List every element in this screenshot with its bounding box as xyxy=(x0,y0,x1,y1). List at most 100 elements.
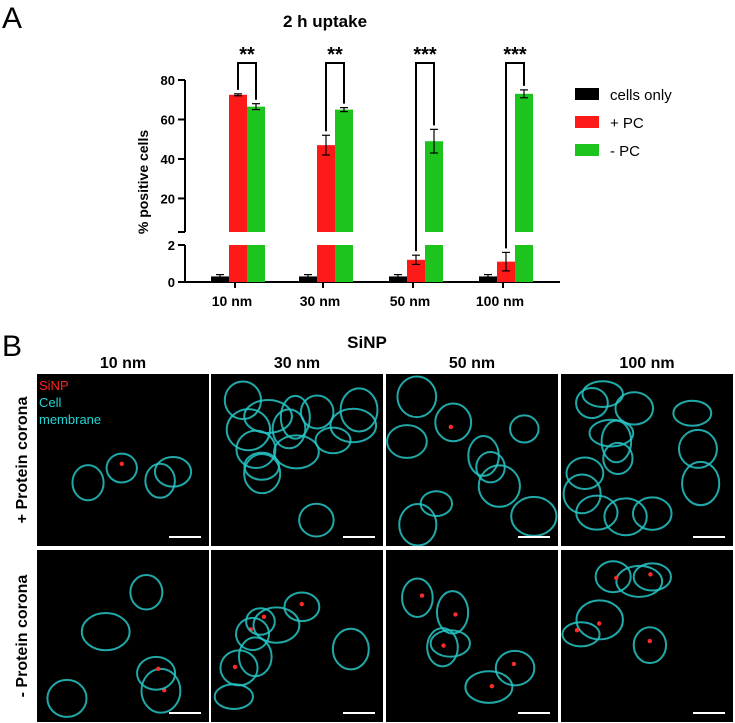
bar-PC-1-lower xyxy=(317,245,335,282)
cell-membrane xyxy=(396,375,438,419)
bar-cellsonly-0 xyxy=(211,276,229,282)
micrograph-minus-pc-2 xyxy=(386,550,558,722)
y-upper-tick-label: 40 xyxy=(161,152,175,167)
bar-PC-3-upper xyxy=(515,93,533,233)
cell-membrane xyxy=(581,380,624,408)
cell-membrane xyxy=(235,616,271,652)
cell-membrane xyxy=(594,560,632,594)
legend-swatch xyxy=(575,116,599,128)
micrograph-background xyxy=(386,550,558,722)
cell-membrane xyxy=(243,453,282,495)
cell-membrane xyxy=(429,629,471,658)
cell-membrane xyxy=(510,495,558,537)
cell-membrane xyxy=(603,497,648,537)
cell-membrane xyxy=(271,408,307,450)
bar-PC-3-lower xyxy=(515,245,533,282)
legend-swatch xyxy=(575,88,599,100)
bar-PC-0-lower xyxy=(247,245,265,282)
micrograph-title: SiNP xyxy=(347,333,387,352)
cell-membrane xyxy=(339,387,379,433)
cell-membrane xyxy=(298,502,335,538)
nanoparticle-signal xyxy=(441,643,446,648)
nanoparticle-signal xyxy=(511,661,517,667)
x-tick-label: 100 nm xyxy=(476,293,524,309)
bar-PC-2-upper xyxy=(425,141,443,232)
nanoparticle-signal xyxy=(614,575,619,581)
cell-membrane xyxy=(273,434,320,470)
nanoparticle-signal xyxy=(299,601,304,607)
cell-membrane xyxy=(475,450,506,484)
row-label: - Protein corona xyxy=(14,575,31,698)
y-upper-tick-label: 80 xyxy=(161,73,175,88)
micrograph-background xyxy=(561,550,733,722)
legend-label: cells only xyxy=(610,87,672,104)
y-axis-label: % positive cells xyxy=(135,130,151,234)
cell-membrane xyxy=(467,434,500,477)
cell-membrane xyxy=(588,418,635,448)
cell-membrane xyxy=(71,464,105,502)
legend-label: - PC xyxy=(610,143,640,160)
nanoparticle-signal xyxy=(489,683,495,689)
nanoparticle-signal xyxy=(419,593,425,598)
cell-membrane xyxy=(279,394,311,440)
cell-membrane xyxy=(140,667,182,714)
significance-bracket xyxy=(237,62,257,100)
x-tick-label: 10 nm xyxy=(212,293,252,309)
cell-membrane xyxy=(615,564,664,598)
cell-membrane xyxy=(464,670,514,704)
bar-cellsonly-3 xyxy=(479,276,497,282)
bar-PC-1-lower xyxy=(335,245,353,282)
cell-membrane xyxy=(223,380,263,421)
bar-PC-1-upper xyxy=(335,109,353,232)
channel-label: SiNP xyxy=(39,378,69,393)
micrograph-plus-pc-2 xyxy=(386,374,558,546)
cell-membrane xyxy=(434,402,473,443)
bar-PC-0-upper xyxy=(247,106,265,232)
cell-membrane xyxy=(252,606,301,644)
cell-membrane xyxy=(602,441,634,476)
cell-membrane xyxy=(419,490,454,518)
cell-membrane xyxy=(575,494,619,531)
column-label: 30 nm xyxy=(274,355,320,372)
micrograph-plus-pc-1 xyxy=(211,374,383,546)
micrograph-background xyxy=(211,550,383,722)
micrograph-panel: SiNP 10 nm 30 nm 50 nm 100 nm + Protein coro… xyxy=(14,333,733,722)
cell-membrane xyxy=(243,399,293,434)
x-tick-label: 50 nm xyxy=(390,293,430,309)
cell-membrane xyxy=(509,414,540,444)
y-lower-tick-label: 0 xyxy=(168,275,175,290)
panel-label-b: B xyxy=(2,330,22,363)
cell-membrane xyxy=(681,460,721,507)
micrograph-background xyxy=(37,374,209,546)
bar-PC-2 xyxy=(407,259,425,282)
column-label: 10 nm xyxy=(100,355,146,372)
nanoparticle-signal xyxy=(261,614,267,619)
cell-membrane xyxy=(677,428,718,469)
bar-PC-1-upper xyxy=(317,145,335,232)
significance-bracket xyxy=(325,62,345,132)
cell-membrane xyxy=(314,426,352,455)
y-upper-tick-label: 60 xyxy=(161,112,175,127)
legend-label: + PC xyxy=(610,115,644,132)
cell-membrane xyxy=(245,607,276,636)
bar-cellsonly-1 xyxy=(299,276,317,282)
cell-membrane xyxy=(398,503,438,546)
nanoparticle-signal xyxy=(648,572,653,577)
significance-label: ** xyxy=(327,44,343,66)
y-lower-tick-label: 2 xyxy=(168,238,175,253)
nanoparticle-signal xyxy=(574,627,580,633)
bar-PC-0-upper xyxy=(229,94,247,232)
micrograph-plus-pc-0 xyxy=(37,374,209,546)
bar-PC-3 xyxy=(497,261,515,282)
micrograph-minus-pc-1 xyxy=(211,550,383,722)
cell-membrane xyxy=(575,386,609,420)
chart-title: 2 h uptake xyxy=(283,12,367,31)
cell-membrane xyxy=(632,562,672,592)
micrograph-minus-pc-3 xyxy=(561,550,733,722)
nanoparticle-signal xyxy=(156,666,161,671)
nanoparticle-signal xyxy=(647,638,653,644)
cell-membrane xyxy=(144,462,176,499)
nanoparticle-signal xyxy=(119,461,124,467)
row-label: + Protein corona xyxy=(14,397,31,524)
